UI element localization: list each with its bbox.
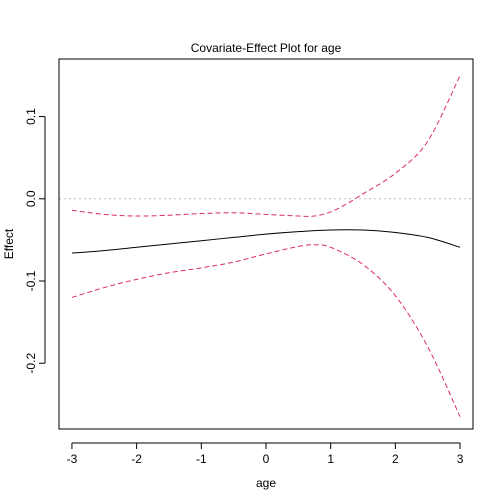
x-tick-label: 3 xyxy=(457,452,464,466)
y-tick-label: 0.1 xyxy=(24,108,38,125)
y-tick-label: -0.2 xyxy=(24,353,38,374)
x-tick-label: 1 xyxy=(327,452,334,466)
y-tick-label: -0.1 xyxy=(24,270,38,291)
x-tick-label: -2 xyxy=(131,452,142,466)
x-axis-label: age xyxy=(256,476,276,490)
y-tick-label: 0.0 xyxy=(24,190,38,207)
y-axis-label: Effect xyxy=(2,228,16,259)
x-tick-label: 0 xyxy=(263,452,270,466)
series-line-lower-band xyxy=(71,244,461,417)
chart-title: Covariate-Effect Plot for age xyxy=(191,41,342,55)
series-line-upper-band xyxy=(71,75,461,217)
series-line-estimate xyxy=(71,229,461,254)
x-tick-label: -3 xyxy=(67,452,78,466)
plot-frame xyxy=(58,58,474,430)
x-tick-label: -1 xyxy=(196,452,207,466)
x-axis: -3 -2 -1 0 1 2 3 xyxy=(67,442,464,466)
x-tick-label: 2 xyxy=(392,452,399,466)
y-axis: -0.2 -0.1 0.0 0.1 xyxy=(24,108,46,374)
plot-area xyxy=(59,75,473,417)
